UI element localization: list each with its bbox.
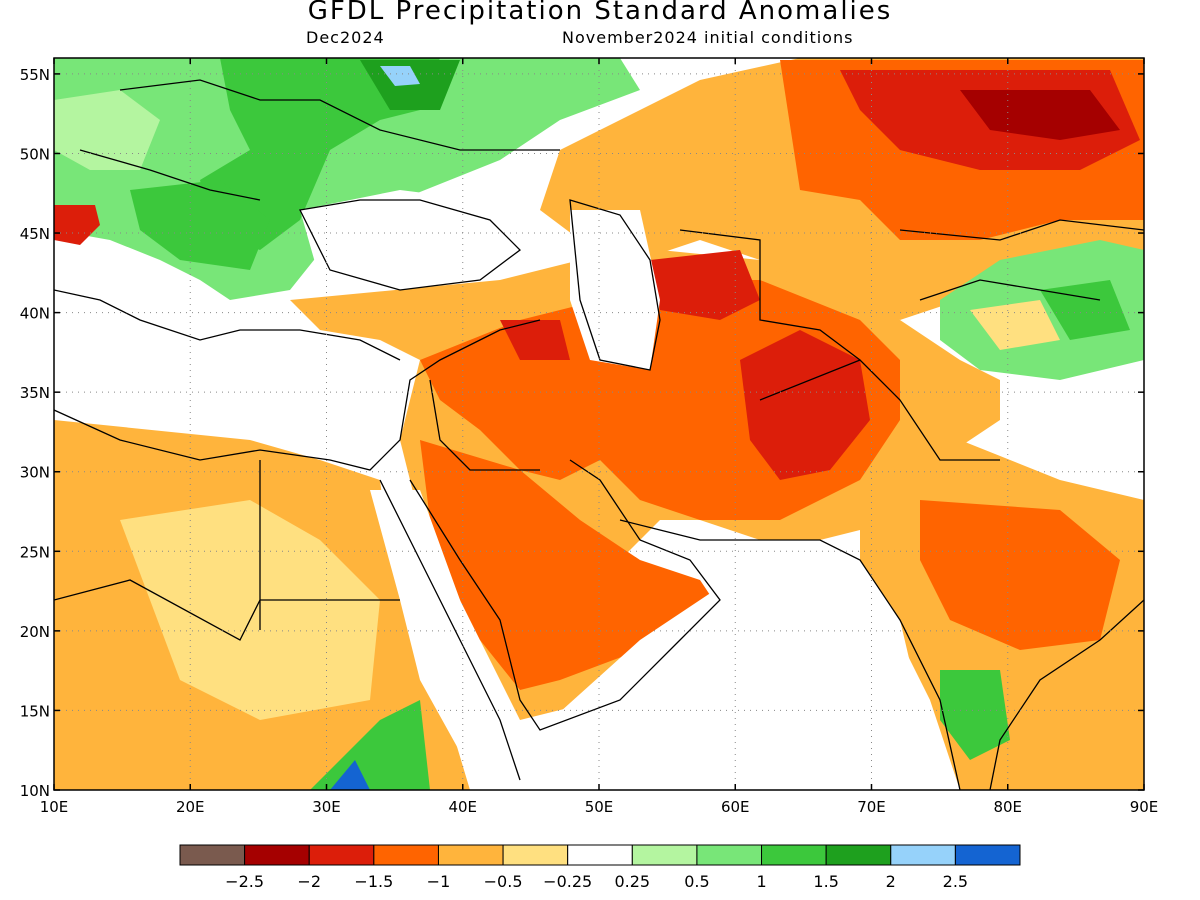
- lon-label: 60E: [721, 798, 750, 816]
- lat-label: 10N: [20, 782, 50, 800]
- colorbar-label: 1: [756, 872, 766, 891]
- lat-label: 30N: [20, 464, 50, 482]
- colorbar-swatch: [179, 844, 246, 866]
- iraq-very-dry: [500, 320, 570, 360]
- colorbar-swatch: [502, 844, 569, 866]
- graticule: [54, 58, 1144, 790]
- initial-conditions-label: November2024 initial conditions: [562, 28, 854, 47]
- lon-label: 90E: [1130, 798, 1159, 816]
- lon-label: 80E: [993, 798, 1022, 816]
- colorbar-label: 2: [886, 872, 896, 891]
- europe-strong-wet-anomaly: [200, 58, 440, 250]
- turkmenistan-very-dry: [650, 250, 760, 320]
- longitude-labels: 10E 20E 30E 40E 50E 60E 70E 80E 90E: [40, 798, 1159, 816]
- lon-label: 50E: [585, 798, 614, 816]
- colorbar: [179, 844, 1021, 866]
- lon-label: 10E: [40, 798, 69, 816]
- colorbar-label: −1.5: [354, 872, 393, 891]
- colorbar-swatch: [631, 844, 698, 866]
- anomaly-shading: [54, 58, 1144, 790]
- colorbar-label: 0.25: [614, 872, 650, 891]
- coastlines: [54, 79, 1144, 790]
- lon-label: 20E: [176, 798, 205, 816]
- colorbar-swatch: [890, 844, 956, 866]
- colorbar-swatch: [373, 844, 439, 866]
- colorbar-labels: −2.5 −2 −1.5 −1 −0.5 −0.25 0.25 0.5 1 1.5 2 2.5: [225, 872, 968, 891]
- south-india-wet-anomaly: [940, 670, 1010, 760]
- sahara-light-dry: [120, 500, 380, 720]
- axis-ticks: [53, 58, 1145, 791]
- tibet-light-dry: [970, 300, 1060, 350]
- colorbar-swatch: [761, 844, 827, 866]
- colorbar-label: −1: [427, 872, 451, 891]
- red-sea-neutral: [370, 490, 500, 770]
- lat-label: 25N: [20, 543, 50, 561]
- latitude-labels: 10N 15N 20N 25N 30N 35N 40N 45N 50N 55N: [20, 66, 50, 800]
- mediterranean-neutral: [54, 290, 400, 440]
- lat-label: 55N: [20, 66, 50, 84]
- colorbar-swatch: [825, 844, 892, 866]
- balkans-wet-anomaly: [130, 180, 270, 270]
- map-title: GFDL Precipitation Standard Anomalies: [307, 0, 893, 26]
- black-sea-neutral: [300, 190, 520, 290]
- colorbar-label: −2: [297, 872, 321, 891]
- colorbar-label: 0.5: [684, 872, 709, 891]
- baltic-light-blue: [380, 66, 420, 86]
- italy-dry-anomaly: [54, 205, 100, 245]
- lat-label: 45N: [20, 225, 50, 243]
- ethiopia-blue: [330, 760, 370, 790]
- arabian-sea-neutral: [520, 560, 940, 790]
- colorbar-label: −0.5: [484, 872, 523, 891]
- lat-label: 20N: [20, 623, 50, 641]
- lon-label: 30E: [312, 798, 341, 816]
- lat-label: 40N: [20, 305, 50, 323]
- arabia-strong-dry: [420, 440, 720, 690]
- lat-label: 15N: [20, 702, 50, 720]
- western-china-strong-wet: [1040, 280, 1130, 340]
- forecast-month: Dec2024: [306, 28, 385, 47]
- lon-label: 70E: [857, 798, 886, 816]
- lon-label: 40E: [448, 798, 477, 816]
- colorbar-swatch: [244, 844, 310, 866]
- colorbar-label: 2.5: [943, 872, 968, 891]
- colorbar-swatch: [696, 844, 763, 866]
- siberia-very-dry: [960, 90, 1120, 140]
- colorbar-swatch: [954, 844, 1021, 866]
- colorbar-label: −0.25: [543, 872, 592, 891]
- caspian-neutral: [570, 210, 660, 370]
- afghanistan-very-dry: [740, 330, 870, 480]
- colorbar-swatch: [567, 844, 633, 866]
- colorbar-swatch: [308, 844, 375, 866]
- lat-label: 35N: [20, 384, 50, 402]
- lat-label: 50N: [20, 145, 50, 163]
- ethiopia-wet-anomaly: [310, 700, 430, 790]
- colorbar-label: 1.5: [813, 872, 838, 891]
- india-moderate-dry: [920, 500, 1120, 650]
- colorbar-label: −2.5: [225, 872, 264, 891]
- colorbar-swatch: [437, 844, 504, 866]
